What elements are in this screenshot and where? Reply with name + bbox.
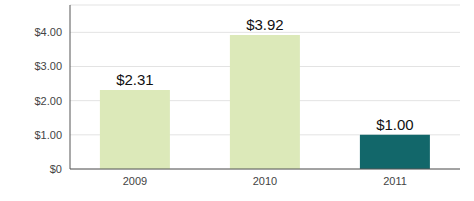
svg-text:$1.00: $1.00 [376, 116, 414, 133]
svg-text:$0: $0 [50, 163, 62, 175]
svg-text:$2.31: $2.31 [116, 71, 154, 88]
svg-text:$1.00: $1.00 [34, 129, 62, 141]
svg-text:2009: 2009 [123, 175, 147, 187]
svg-text:2010: 2010 [253, 175, 277, 187]
svg-text:$4.00: $4.00 [34, 26, 62, 38]
svg-text:$3.92: $3.92 [246, 16, 284, 33]
svg-text:$2.00: $2.00 [34, 95, 62, 107]
svg-text:2011: 2011 [383, 175, 407, 187]
svg-text:$3.00: $3.00 [34, 60, 62, 72]
